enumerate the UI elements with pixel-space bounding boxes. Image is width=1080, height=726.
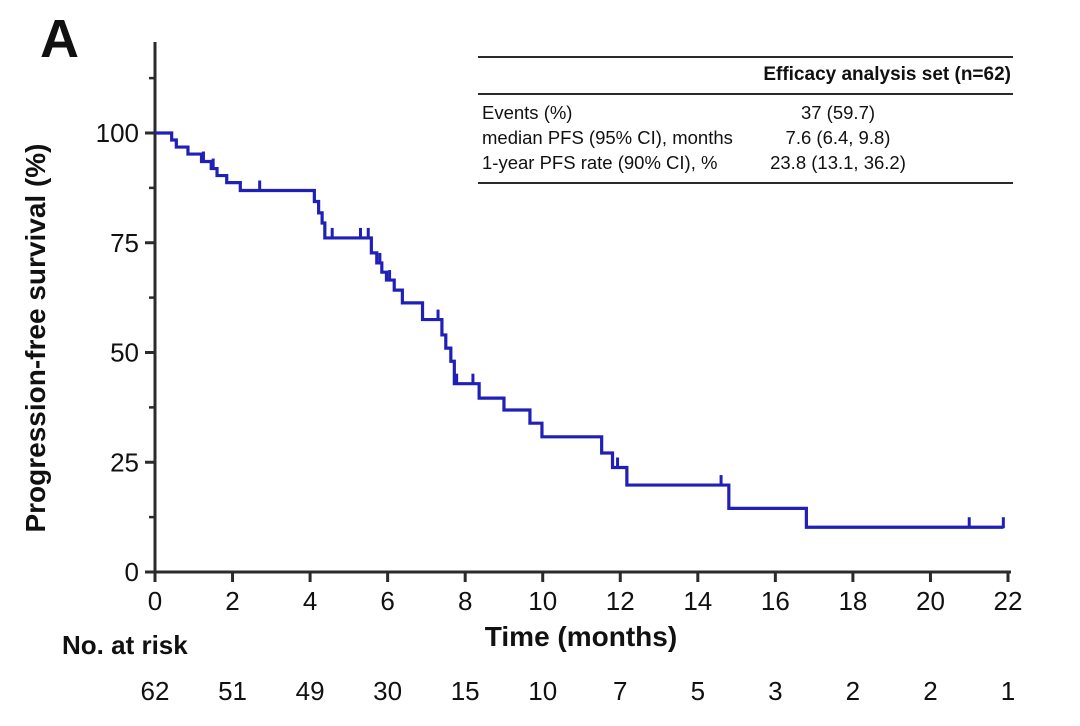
panel-label: A — [40, 9, 79, 69]
table-row-label: Events (%) — [482, 102, 573, 123]
table-row: 1-year PFS rate (90% CI), % 23.8 (13.1, … — [478, 150, 1013, 175]
x-tick-label: 12 — [606, 586, 635, 616]
at-risk-count: 3 — [768, 676, 782, 706]
at-risk-count: 10 — [528, 676, 557, 706]
x-tick-label: 8 — [458, 586, 472, 616]
x-tick-label: 16 — [761, 586, 790, 616]
x-tick-label: 0 — [148, 586, 162, 616]
x-tick-label: 4 — [303, 586, 317, 616]
table-row-label: median PFS (95% CI), months — [482, 127, 733, 148]
table-body: Events (%) 37 (59.7) median PFS (95% CI)… — [478, 95, 1013, 182]
x-tick-label: 10 — [528, 586, 557, 616]
table-row: median PFS (95% CI), months 7.6 (6.4, 9.… — [478, 125, 1013, 150]
y-tick-label: 0 — [125, 557, 139, 587]
at-risk-count: 2 — [846, 676, 860, 706]
x-tick-label: 2 — [225, 586, 239, 616]
y-tick-label: 25 — [110, 447, 139, 477]
km-curve — [155, 131, 1004, 529]
at-risk-count: 1 — [1001, 676, 1015, 706]
x-tick-label: 6 — [380, 586, 394, 616]
at-risk-count: 30 — [373, 676, 402, 706]
table-row-value: 37 (59.7) — [800, 102, 876, 123]
y-tick-label: 75 — [110, 228, 139, 258]
table-header: Efficacy analysis set (n=62) — [478, 58, 1013, 95]
y-tick-label: 100 — [96, 118, 139, 148]
table-row-value: 7.6 (6.4, 9.8) — [785, 127, 891, 148]
efficacy-summary-table: Efficacy analysis set (n=62) Events (%) … — [478, 56, 1013, 184]
at-risk-count: 49 — [296, 676, 325, 706]
x-tick-label: 14 — [683, 586, 712, 616]
x-tick-label: 18 — [838, 586, 867, 616]
at-risk-count: 5 — [691, 676, 705, 706]
y-axis-title: Progression-free survival (%) — [20, 143, 51, 533]
x-tick-label: 20 — [916, 586, 945, 616]
x-tick-label: 22 — [994, 586, 1023, 616]
table-row: Events (%) 37 (59.7) — [478, 100, 1013, 125]
at-risk-count: 15 — [451, 676, 480, 706]
table-row-label: 1-year PFS rate (90% CI), % — [482, 152, 718, 173]
y-tick-label: 50 — [110, 338, 139, 368]
at-risk-label: No. at risk — [62, 630, 188, 660]
at-risk-count: 51 — [218, 676, 247, 706]
at-risk-count: 62 — [141, 676, 170, 706]
table-row-value: 23.8 (13.1, 36.2) — [770, 152, 906, 173]
at-risk-count: 7 — [613, 676, 627, 706]
x-axis-title: Time (months) — [484, 621, 678, 652]
at-risk-count: 2 — [923, 676, 937, 706]
